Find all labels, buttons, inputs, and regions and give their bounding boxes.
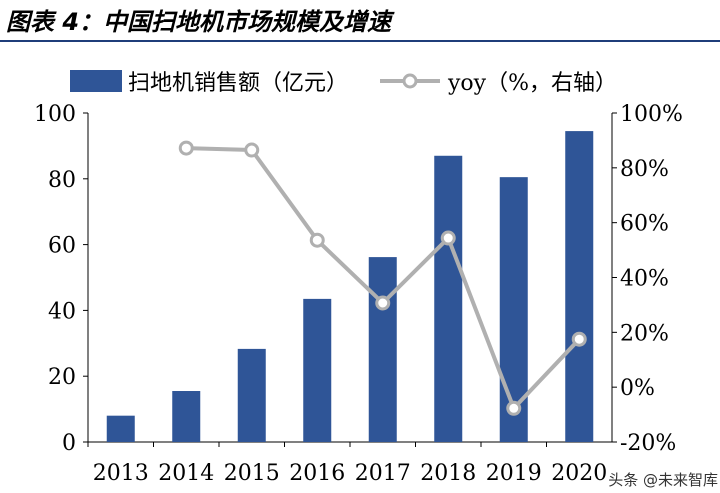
legend-line-marker — [402, 73, 418, 89]
right-tick-label: -20% — [620, 431, 676, 456]
x-tick-label: 2014 — [158, 461, 214, 486]
title-rule — [0, 40, 720, 42]
left-tick-label: 40 — [48, 299, 76, 324]
bar — [565, 131, 594, 442]
legend-bar-label: 扫地机销售额（亿元） — [128, 71, 348, 96]
x-tick-label: 2018 — [420, 461, 476, 486]
right-tick-label: 80% — [620, 157, 669, 182]
bar — [106, 415, 135, 442]
right-tick-label: 40% — [620, 267, 669, 292]
left-tick-label: 80 — [48, 168, 76, 193]
left-tick-label: 60 — [48, 234, 76, 259]
right-tick-label: 60% — [620, 212, 669, 237]
right-tick-label: 20% — [620, 321, 669, 346]
x-tick-label: 2013 — [93, 461, 149, 486]
left-tick-label: 100 — [34, 102, 76, 127]
x-tick-label: 2016 — [289, 461, 345, 486]
right-tick-label: 100% — [620, 102, 683, 127]
yoy-point — [244, 142, 260, 158]
yoy-point — [571, 331, 587, 347]
yoy-point — [440, 230, 456, 246]
bar — [434, 155, 463, 442]
yoy-point — [375, 295, 391, 311]
bar — [303, 298, 332, 442]
watermark: 头条 @未来智库 — [608, 471, 718, 489]
x-tick-label: 2017 — [355, 461, 411, 486]
right-tick-label: 0% — [620, 376, 655, 401]
x-tick-label: 2015 — [224, 461, 280, 486]
left-tick-label: 0 — [62, 431, 76, 456]
bar — [237, 348, 266, 442]
x-tick-label: 2019 — [486, 461, 542, 486]
x-tick-label: 2020 — [551, 461, 607, 486]
bar — [368, 257, 397, 442]
legend-line-label: yoy（%，右轴） — [447, 71, 617, 96]
yoy-point — [506, 400, 522, 416]
legend-bar-swatch — [70, 70, 122, 92]
left-tick-label: 20 — [48, 365, 76, 390]
yoy-point — [309, 232, 325, 248]
chart-title: 图表 4：中国扫地机市场规模及增速 — [6, 8, 392, 36]
bar — [172, 391, 201, 442]
yoy-point — [178, 140, 194, 156]
